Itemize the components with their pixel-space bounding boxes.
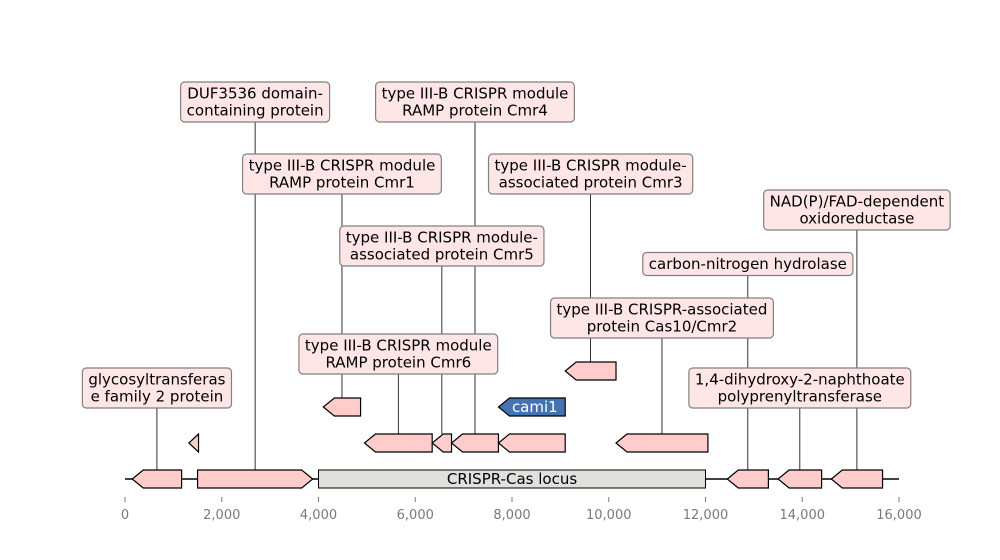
- crispr-cas-locus-label: CRISPR-Cas locus: [447, 470, 577, 488]
- gene-label-text: protein Cas10/Cmr2: [587, 318, 738, 336]
- gene-label-text: NAD(P)/FAD-dependent: [770, 193, 945, 211]
- x-tick-label: 6,000: [397, 508, 434, 523]
- x-tick-label: 10,000: [586, 508, 632, 523]
- gene-arrow: [431, 433, 453, 453]
- x-tick-label: 12,000: [683, 508, 729, 523]
- gene-label-text: DUF3536 domain-: [187, 85, 323, 103]
- x-axis: 0 2,000 4,000 6,000 8,000 10,000 12,000 14,000 1…: [121, 497, 922, 523]
- gene-arrow: [777, 469, 823, 489]
- x-tick-label: 16,000: [876, 508, 922, 523]
- gene-label-text: oxidoreductase: [799, 210, 914, 228]
- gene-label-text: containing protein: [187, 102, 324, 120]
- gene-label-box: [339, 225, 545, 267]
- gene-label: 1,4-dihydroxy-2-naphthoatepolyprenyltran…: [688, 367, 912, 409]
- gene-arrow: [615, 433, 709, 453]
- gene-label-box: [180, 81, 331, 123]
- gene-label-box: [375, 81, 575, 123]
- gene-label-text: polyprenyltransferase: [718, 388, 882, 406]
- x-tick-label: 8,000: [493, 508, 530, 523]
- x-tick-label: 14,000: [780, 508, 826, 523]
- x-tick-label: 0: [121, 508, 129, 523]
- gene-label: type III-B CRISPR module-associated prot…: [339, 225, 545, 267]
- gene-label-box: [642, 251, 854, 277]
- gene-arrow: [196, 469, 314, 489]
- gene-label-box: [81, 367, 233, 409]
- gene-arrow: [726, 469, 769, 489]
- gene-label-text: e family 2 protein: [91, 388, 224, 406]
- locus-backbone: CRISPR-Cas locus: [125, 469, 899, 489]
- gene-label-text: type III-B CRISPR module: [382, 85, 569, 103]
- gene-label: type III-B CRISPR module-associated prot…: [487, 153, 694, 195]
- gene-label-text: glycosyltransferas: [88, 371, 225, 389]
- gene-label-text: carbon-nitrogen hydrolase: [649, 255, 847, 273]
- gene-label-text: type III-B CRISPR module: [249, 157, 436, 175]
- gene-inner-label: cami1: [512, 398, 558, 416]
- gene-arrow: [363, 433, 433, 453]
- gene-track: cami1: [131, 361, 884, 489]
- gene-label-text: associated protein Cmr5: [350, 246, 534, 264]
- gene-label-text: type III-B CRISPR module-: [495, 157, 687, 175]
- crispr-cas-locus-box: [318, 469, 706, 489]
- gene-label-box: [241, 153, 442, 195]
- x-tick-label: 4,000: [300, 508, 337, 523]
- gene-label-text: type III-B CRISPR module-: [346, 229, 538, 247]
- gene-label-text: RAMP protein Cmr6: [325, 354, 471, 372]
- gene-arrow: [322, 397, 362, 417]
- gene-label-box: [298, 333, 499, 375]
- gene-label-box: [763, 189, 951, 231]
- gene-arrow: [830, 469, 884, 489]
- highlighted-gene-arrow: [497, 397, 566, 417]
- x-tick-label: 2,000: [203, 508, 240, 523]
- gene-arrow: [131, 469, 183, 489]
- gene-arrow: [497, 433, 566, 453]
- gene-label-box: [549, 297, 774, 339]
- gene-label-text: RAMP protein Cmr4: [402, 102, 548, 120]
- gene-label-text: 1,4-dihydroxy-2-naphthoate: [695, 371, 905, 389]
- gene-arrow: [187, 432, 200, 454]
- gene-label-text: type III-B CRISPR-associated: [557, 301, 768, 319]
- gene-label: DUF3536 domain-containing protein: [180, 81, 331, 123]
- gene-label-text: associated protein Cmr3: [499, 174, 683, 192]
- gene-label-box: [487, 153, 694, 195]
- gene-label-text: type III-B CRISPR module: [305, 337, 492, 355]
- gene-arrow: [564, 361, 617, 381]
- gene-label: carbon-nitrogen hydrolase: [642, 251, 854, 277]
- gene-label-box: [688, 367, 912, 409]
- gene-arrow: [450, 433, 500, 453]
- gene-label-text: RAMP protein Cmr1: [269, 174, 415, 192]
